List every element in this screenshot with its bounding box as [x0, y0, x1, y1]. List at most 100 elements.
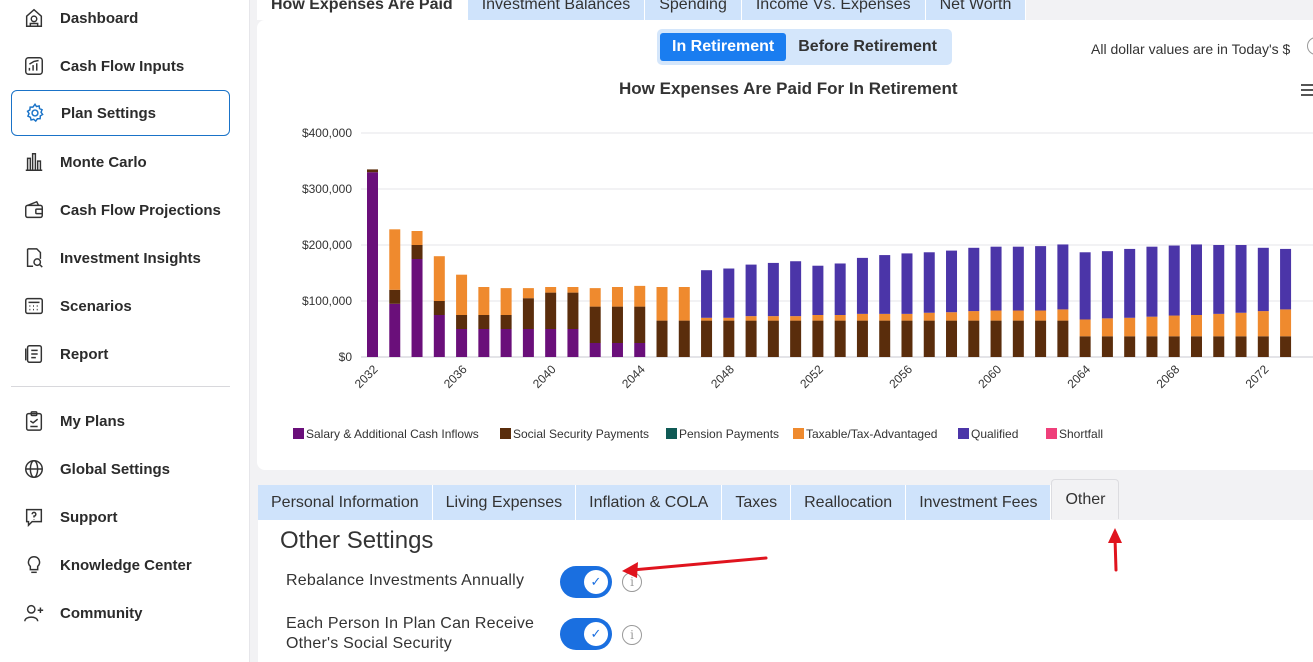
- bar-segment: [1057, 309, 1069, 321]
- bar-segment: [856, 313, 868, 321]
- sidebar-item-cash-flow-projections[interactable]: Cash Flow Projections: [11, 187, 230, 233]
- tab-inflation-cola[interactable]: Inflation & COLA: [576, 485, 723, 520]
- bar-segment: [968, 247, 980, 312]
- bar-segment: [745, 320, 757, 357]
- bar-segment: [856, 257, 868, 314]
- info-icon[interactable]: i: [622, 625, 642, 645]
- bar-segment: [767, 262, 779, 317]
- bar-segment: [1168, 336, 1180, 357]
- sidebar-item-dashboard[interactable]: Dashboard: [11, 0, 230, 41]
- y-tick-label: $100,000: [302, 294, 352, 308]
- legend-swatch: [500, 428, 511, 439]
- bar-segment: [901, 253, 913, 314]
- cash-flow-inputs-icon: [22, 54, 46, 78]
- sidebar-item-label: Plan Settings: [61, 104, 157, 122]
- sidebar-item-label: Scenarios: [60, 297, 132, 315]
- sidebar-item-monte-carlo[interactable]: Monte Carlo: [11, 139, 230, 185]
- bar-segment: [678, 287, 690, 321]
- bar-segment: [1124, 248, 1136, 318]
- in-retirement-button[interactable]: In Retirement: [660, 33, 787, 61]
- settings-tabs: Personal Information Living Expenses Inf…: [258, 479, 1120, 520]
- y-tick-label: $400,000: [302, 126, 352, 140]
- bar-segment: [723, 268, 735, 318]
- bar-chart-icon: [22, 150, 46, 174]
- bar-segment: [790, 261, 802, 317]
- bar-segment: [701, 317, 713, 321]
- bar-segment: [879, 313, 891, 321]
- tab-spending[interactable]: Spending: [645, 0, 742, 20]
- legend-swatch: [958, 428, 969, 439]
- bar-segment: [1124, 336, 1136, 357]
- tab-other[interactable]: Other: [1051, 479, 1120, 519]
- sidebar-item-plan-settings[interactable]: Plan Settings: [11, 90, 230, 136]
- y-tick-label: $200,000: [302, 238, 352, 252]
- social-security-label-line2: Other's Social Security: [286, 635, 452, 652]
- bar-segment: [990, 320, 1002, 357]
- bar-segment: [367, 169, 378, 173]
- bar-segment: [968, 311, 980, 321]
- bar-segment: [879, 320, 891, 357]
- bar-segment: [611, 287, 623, 307]
- sidebar-item-my-plans[interactable]: My Plans: [11, 398, 230, 444]
- bar-segment: [656, 320, 668, 357]
- check-icon: ✓: [584, 622, 608, 646]
- sidebar-item-label: Report: [60, 345, 109, 363]
- tab-how-expenses-are-paid[interactable]: How Expenses Are Paid: [257, 0, 468, 20]
- bar-segment: [990, 310, 1002, 321]
- bar-segment: [522, 329, 534, 357]
- x-tick-label: 2064: [1064, 362, 1093, 391]
- x-tick-label: 2060: [975, 362, 1004, 391]
- bar-segment: [478, 315, 490, 329]
- chart-tabs: How Expenses Are Paid Investment Balance…: [257, 0, 1027, 20]
- tab-investment-fees[interactable]: Investment Fees: [906, 485, 1052, 520]
- tab-income-vs-expenses[interactable]: Income Vs. Expenses: [741, 0, 926, 20]
- bar-segment: [367, 172, 378, 357]
- tab-taxes[interactable]: Taxes: [722, 485, 792, 520]
- bar-segment: [834, 320, 846, 357]
- sidebar-item-investment-insights[interactable]: Investment Insights: [11, 235, 230, 281]
- bar-segment: [456, 274, 468, 315]
- tab-living-expenses[interactable]: Living Expenses: [432, 485, 577, 520]
- bar-segment: [1101, 336, 1113, 357]
- globe-icon: [22, 457, 46, 481]
- bar-segment: [812, 315, 824, 321]
- social-security-toggle[interactable]: ✓: [560, 618, 612, 650]
- sidebar-item-scenarios[interactable]: Scenarios: [11, 283, 230, 329]
- bar-segment: [611, 306, 623, 343]
- before-retirement-button[interactable]: Before Retirement: [798, 38, 937, 55]
- sidebar-item-support[interactable]: Support: [11, 494, 230, 540]
- sidebar-item-global-settings[interactable]: Global Settings: [11, 446, 230, 492]
- bar-segment: [1190, 244, 1202, 315]
- sidebar-item-cash-flow-inputs[interactable]: Cash Flow Inputs: [11, 43, 230, 89]
- chart-menu-icon[interactable]: [1301, 84, 1313, 99]
- bar-segment: [545, 287, 557, 293]
- social-security-label-line1: Each Person In Plan Can Receive: [286, 615, 535, 632]
- sidebar-item-community[interactable]: Community: [11, 590, 230, 636]
- sidebar-item-label: Knowledge Center: [60, 556, 192, 574]
- info-icon[interactable]: i: [622, 572, 642, 592]
- bar-segment: [478, 287, 490, 315]
- bar-segment: [634, 306, 646, 343]
- rebalance-toggle[interactable]: ✓: [560, 566, 612, 598]
- bar-segment: [1012, 246, 1024, 311]
- tab-personal-information[interactable]: Personal Information: [258, 485, 433, 520]
- legend-label: Shortfall: [1059, 427, 1103, 441]
- social-security-label: Each Person In Plan Can Receive Other's …: [286, 614, 534, 654]
- tab-reallocation[interactable]: Reallocation: [791, 485, 907, 520]
- bar-segment: [946, 250, 958, 313]
- x-tick-label: 2068: [1154, 362, 1183, 391]
- bar-segment: [767, 320, 779, 357]
- add-user-icon: [22, 601, 46, 625]
- bar-segment: [456, 329, 468, 357]
- sidebar-item-knowledge-center[interactable]: Knowledge Center: [11, 542, 230, 588]
- sidebar-item-report[interactable]: Report: [11, 331, 230, 377]
- bar-segment: [411, 231, 423, 245]
- tab-net-worth[interactable]: Net Worth: [925, 0, 1027, 20]
- bar-segment: [1190, 336, 1202, 357]
- chart-title: How Expenses Are Paid For In Retirement: [619, 79, 958, 98]
- legend-swatch: [666, 428, 677, 439]
- bar-segment: [500, 288, 512, 315]
- tab-investment-balances[interactable]: Investment Balances: [467, 0, 646, 20]
- bar-segment: [946, 312, 958, 321]
- bar-segment: [589, 288, 601, 307]
